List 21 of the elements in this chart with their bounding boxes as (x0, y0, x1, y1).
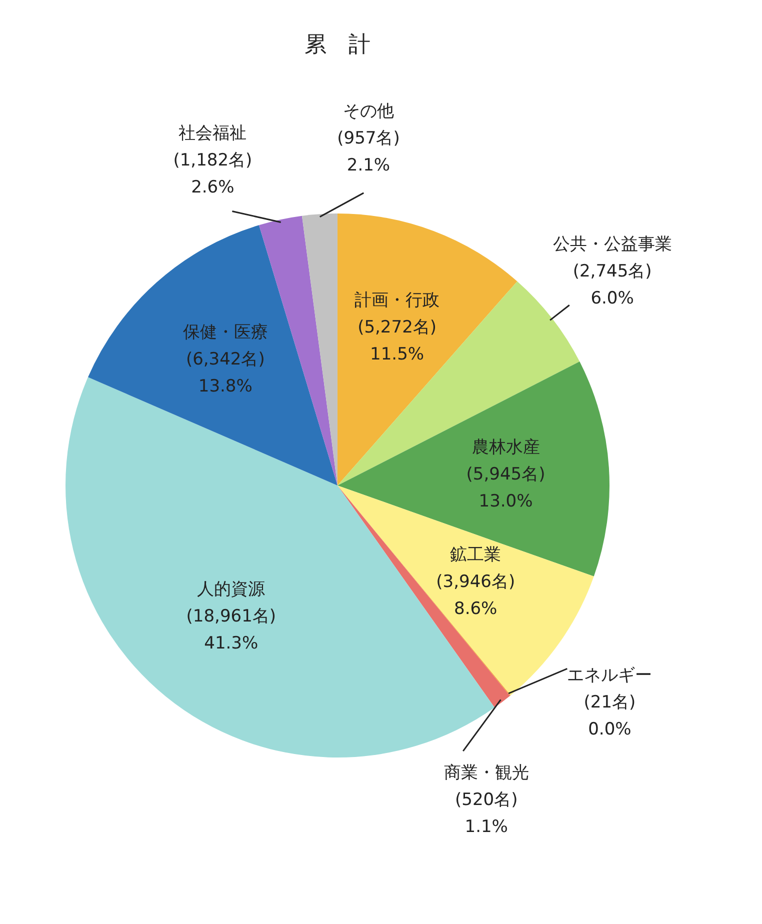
slice-label: 計画・行政 (354, 290, 440, 311)
data-label: (18,961名) 41.3% (186, 606, 276, 654)
slice-label: 農林水産 (472, 437, 540, 458)
slice-label: エネルギー (567, 666, 652, 686)
data-label: (3,946名) 8.6% (436, 572, 516, 620)
slice-label: 鉱工業 (450, 545, 502, 566)
data-label: (6,342名) 13.8% (186, 350, 265, 396)
slice-label: 公共・公益事業 (552, 234, 672, 255)
data-label: (520名) 1.1% (455, 790, 518, 838)
data-label: (5,945名) 13.0% (466, 464, 546, 512)
slice-label: 商業・観光 (444, 763, 529, 784)
data-label: (1,182名) 2.6% (173, 150, 252, 198)
data-label: (5,272名) 11.5% (358, 318, 437, 365)
slice-label: 保健・医療 (182, 322, 268, 342)
slice-label: その他 (343, 102, 394, 122)
slice-label: 社会福祉 (178, 123, 247, 144)
data-label: (21名) 0.0% (584, 692, 636, 740)
data-label: (2,745名) 6.0% (572, 262, 652, 309)
data-label: (957名) 2.1% (337, 128, 400, 176)
slice-label: 人的資源 (197, 579, 266, 600)
chart-title: 累 計 (304, 32, 370, 58)
